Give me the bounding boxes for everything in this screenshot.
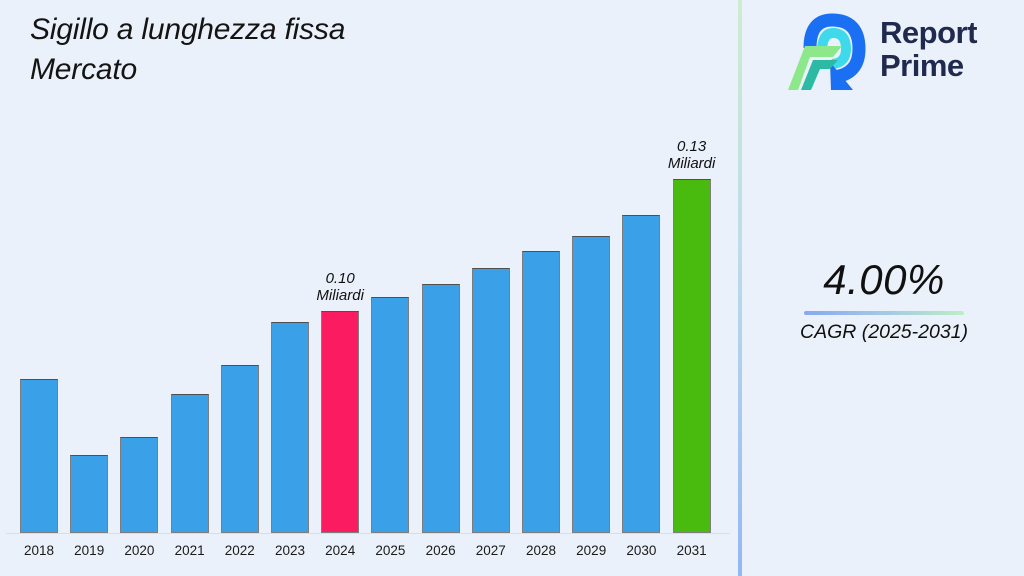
bar-group-2029: 2029: [572, 0, 611, 558]
bar-group-2021: 2021: [170, 0, 209, 558]
bar-group-2031: 0.13 Miliardi 2031: [668, 0, 716, 559]
x-tick-2027: 2027: [475, 543, 506, 558]
vertical-divider: [738, 0, 742, 576]
data-label-2031: 0.13 Miliardi: [667, 137, 716, 172]
bar-2030: [622, 215, 661, 533]
x-tick-2030: 2030: [626, 543, 657, 558]
bar-group-2018: 2018: [20, 0, 58, 558]
x-tick-2019: 2019: [74, 543, 105, 558]
x-axis-line: [6, 533, 730, 534]
x-tick-2024: 2024: [325, 543, 356, 558]
bar-group-2022: 2022: [220, 0, 259, 558]
data-label-2024: 0.10 Miliardi: [316, 269, 364, 304]
x-tick-2031: 2031: [676, 543, 707, 558]
cagr-value: 4.00%: [823, 256, 945, 303]
bar-group-2023: 2023: [271, 0, 309, 558]
bar-2025: [371, 297, 410, 533]
bar-group-2020: 2020: [120, 0, 159, 558]
x-tick-2018: 2018: [23, 543, 55, 558]
bar-group-2025: 2025: [371, 0, 410, 558]
x-tick-2025: 2025: [375, 543, 406, 558]
x-tick-2028: 2028: [525, 543, 557, 558]
x-tick-2026: 2026: [425, 543, 456, 558]
bar-group-2026: 2026: [421, 0, 460, 558]
x-tick-2023: 2023: [274, 543, 306, 558]
bar-group-2024: 0.10 Miliardi 2024: [316, 0, 364, 559]
bar-chart: 2018 2019 2020 2021 2022 2023 0.10 Miliardi 2024…: [20, 0, 720, 559]
bar-2026: [421, 284, 460, 533]
bar-2019: [70, 455, 109, 533]
bar-2020: [120, 437, 159, 533]
report-prime-logo: Report Prime: [780, 6, 977, 96]
bar-2018: [20, 379, 58, 533]
logo-word-report: Report: [880, 15, 977, 50]
logo-word-prime: Prime: [880, 48, 964, 84]
x-tick-2021: 2021: [174, 543, 205, 558]
cagr-label: CAGR (2025-2031): [800, 321, 968, 343]
x-tick-2022: 2022: [224, 543, 255, 558]
bar-group-2019: 2019: [70, 0, 109, 558]
cagr-underline: [804, 311, 964, 315]
cagr-block: 4.00% CAGR (2025-2031): [774, 256, 994, 344]
bar-group-2028: 2028: [522, 0, 560, 558]
bar-2027: [471, 268, 510, 533]
bar-2021: [170, 394, 209, 533]
bar-2031: [672, 179, 711, 533]
bar-group-2027: 2027: [471, 0, 510, 558]
bar-2023: [271, 322, 309, 533]
logo-wordmark: Report Prime: [880, 16, 977, 83]
x-tick-2020: 2020: [124, 543, 155, 558]
bar-2029: [572, 236, 611, 533]
x-tick-2029: 2029: [576, 543, 607, 558]
bar-2028: [522, 251, 560, 533]
page-title: Sigillo a lunghezza fissa Mercato: [30, 13, 346, 86]
bar-2022: [220, 365, 259, 533]
bar-group-2030: 2030: [622, 0, 661, 558]
bar-2024: [321, 311, 360, 533]
report-prime-logo-icon: [788, 13, 866, 90]
